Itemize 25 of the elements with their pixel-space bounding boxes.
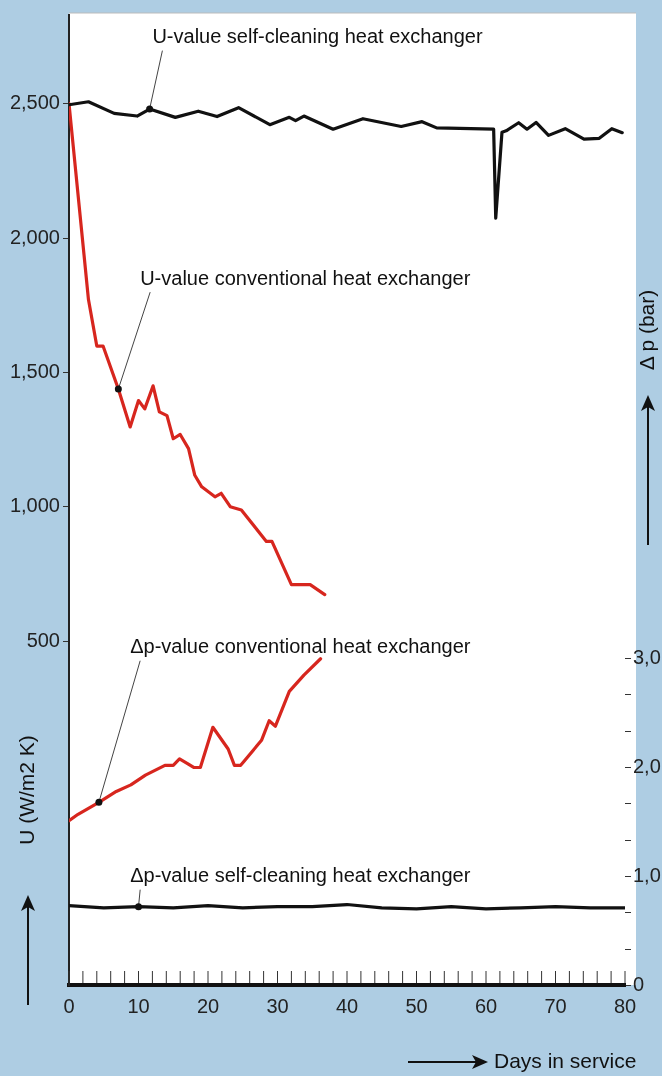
x-tick-label: 10	[127, 994, 150, 1017]
y2-tick-label: 0	[633, 972, 645, 995]
y-tick-label: 1,500	[9, 359, 60, 382]
y-tick-label: 2,500	[9, 91, 60, 114]
x-tick-label: 60	[474, 994, 498, 1017]
x-tick-label: 50	[405, 994, 428, 1017]
x-tick-label: 40	[335, 994, 359, 1017]
x-tick-label: 30	[266, 994, 289, 1017]
text: U-value self-cleaning heat exchanger	[152, 25, 483, 48]
x-tick-label: 0	[63, 994, 75, 1017]
y2-tick-label: 3,0	[633, 646, 661, 669]
series-label: Δp-value self-cleaning heat exchanger	[130, 864, 471, 887]
y-tick-label: 1,000	[9, 494, 60, 517]
x-axis-title: Days in service	[494, 1048, 637, 1072]
x-tick-label: 80	[613, 994, 637, 1017]
y-tick-label: 500	[26, 628, 60, 651]
text: U-value conventional heat exchanger	[140, 266, 471, 289]
y2-tick-label: 1,0	[633, 863, 661, 886]
y2-axis-title: Δ p (bar)	[634, 289, 658, 371]
y2-tick-label: 2,0	[633, 755, 661, 778]
series-label: Δp-value conventional heat exchanger	[130, 635, 471, 658]
y-axis-title: U (W/m2 K)	[14, 735, 38, 845]
y-tick-label: 2,000	[9, 225, 60, 248]
x-tick-label: 70	[544, 994, 567, 1017]
x-tick-label: 20	[196, 994, 220, 1017]
